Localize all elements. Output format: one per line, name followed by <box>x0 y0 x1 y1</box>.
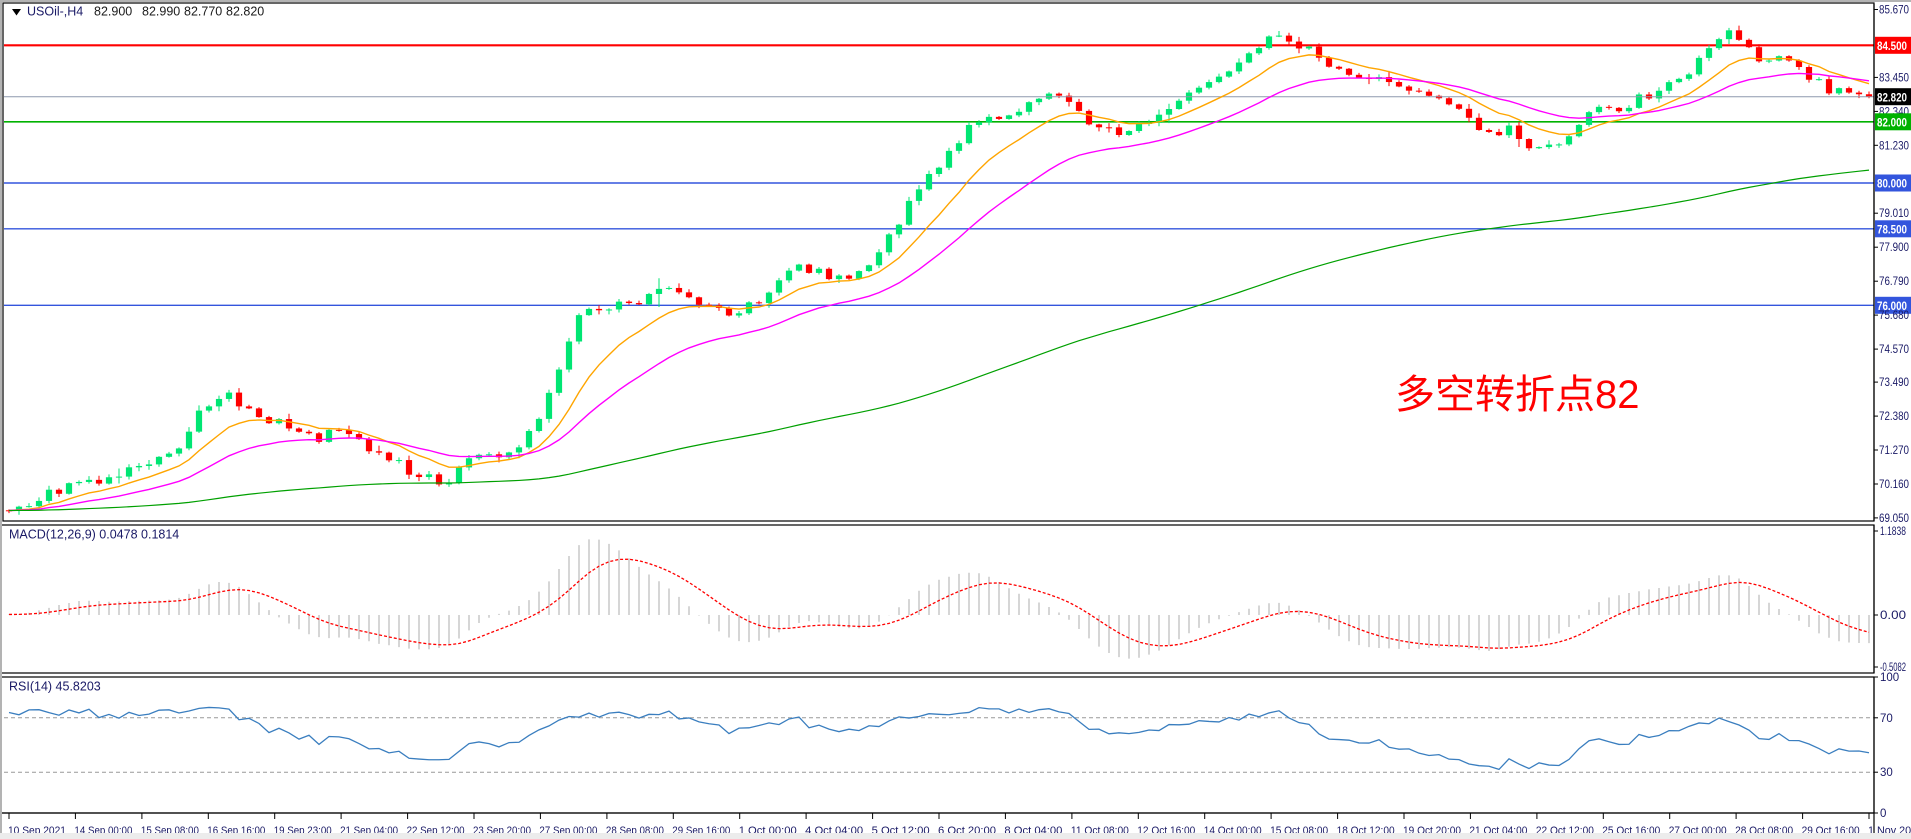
svg-text:RSI(14) 45.8203: RSI(14) 45.8203 <box>9 680 101 694</box>
svg-text:80.000: 80.000 <box>1877 177 1907 191</box>
svg-text:73.490: 73.490 <box>1879 375 1909 389</box>
svg-text:MACD(12,26,9) 0.0478 0.1814: MACD(12,26,9) 0.0478 0.1814 <box>9 528 179 542</box>
svg-text:81.230: 81.230 <box>1879 138 1909 152</box>
svg-text:72.380: 72.380 <box>1879 409 1909 423</box>
svg-text:79.010: 79.010 <box>1879 206 1909 220</box>
svg-text:78.500: 78.500 <box>1877 223 1907 237</box>
svg-text:70.160: 70.160 <box>1879 477 1909 491</box>
svg-text:77.900: 77.900 <box>1879 240 1909 254</box>
svg-text:75.680: 75.680 <box>1879 308 1909 322</box>
svg-text:1.1838: 1.1838 <box>1880 526 1906 538</box>
svg-text:71.270: 71.270 <box>1879 443 1909 457</box>
svg-text:82.820: 82.820 <box>226 5 264 19</box>
svg-text:76.790: 76.790 <box>1879 274 1909 288</box>
svg-text:82.770: 82.770 <box>184 5 222 19</box>
svg-text:0: 0 <box>1880 808 1886 820</box>
svg-text:82.900: 82.900 <box>94 5 132 19</box>
svg-text:82.000: 82.000 <box>1877 116 1907 130</box>
svg-text:85.670: 85.670 <box>1879 3 1909 17</box>
svg-text:69.050: 69.050 <box>1879 511 1909 525</box>
svg-text:多空转折点82: 多空转折点82 <box>1395 373 1640 417</box>
svg-text:70: 70 <box>1880 713 1893 725</box>
svg-text:0.00: 0.00 <box>1880 610 1906 622</box>
svg-text:100: 100 <box>1880 672 1899 684</box>
svg-text:USOil-,H4: USOil-,H4 <box>27 5 83 19</box>
svg-text:82.990: 82.990 <box>142 5 180 19</box>
svg-text:84.500: 84.500 <box>1877 39 1907 53</box>
svg-text:74.570: 74.570 <box>1879 342 1909 356</box>
svg-text:30: 30 <box>1880 767 1893 779</box>
svg-text:82.820: 82.820 <box>1877 90 1907 104</box>
svg-text:83.450: 83.450 <box>1879 70 1909 84</box>
